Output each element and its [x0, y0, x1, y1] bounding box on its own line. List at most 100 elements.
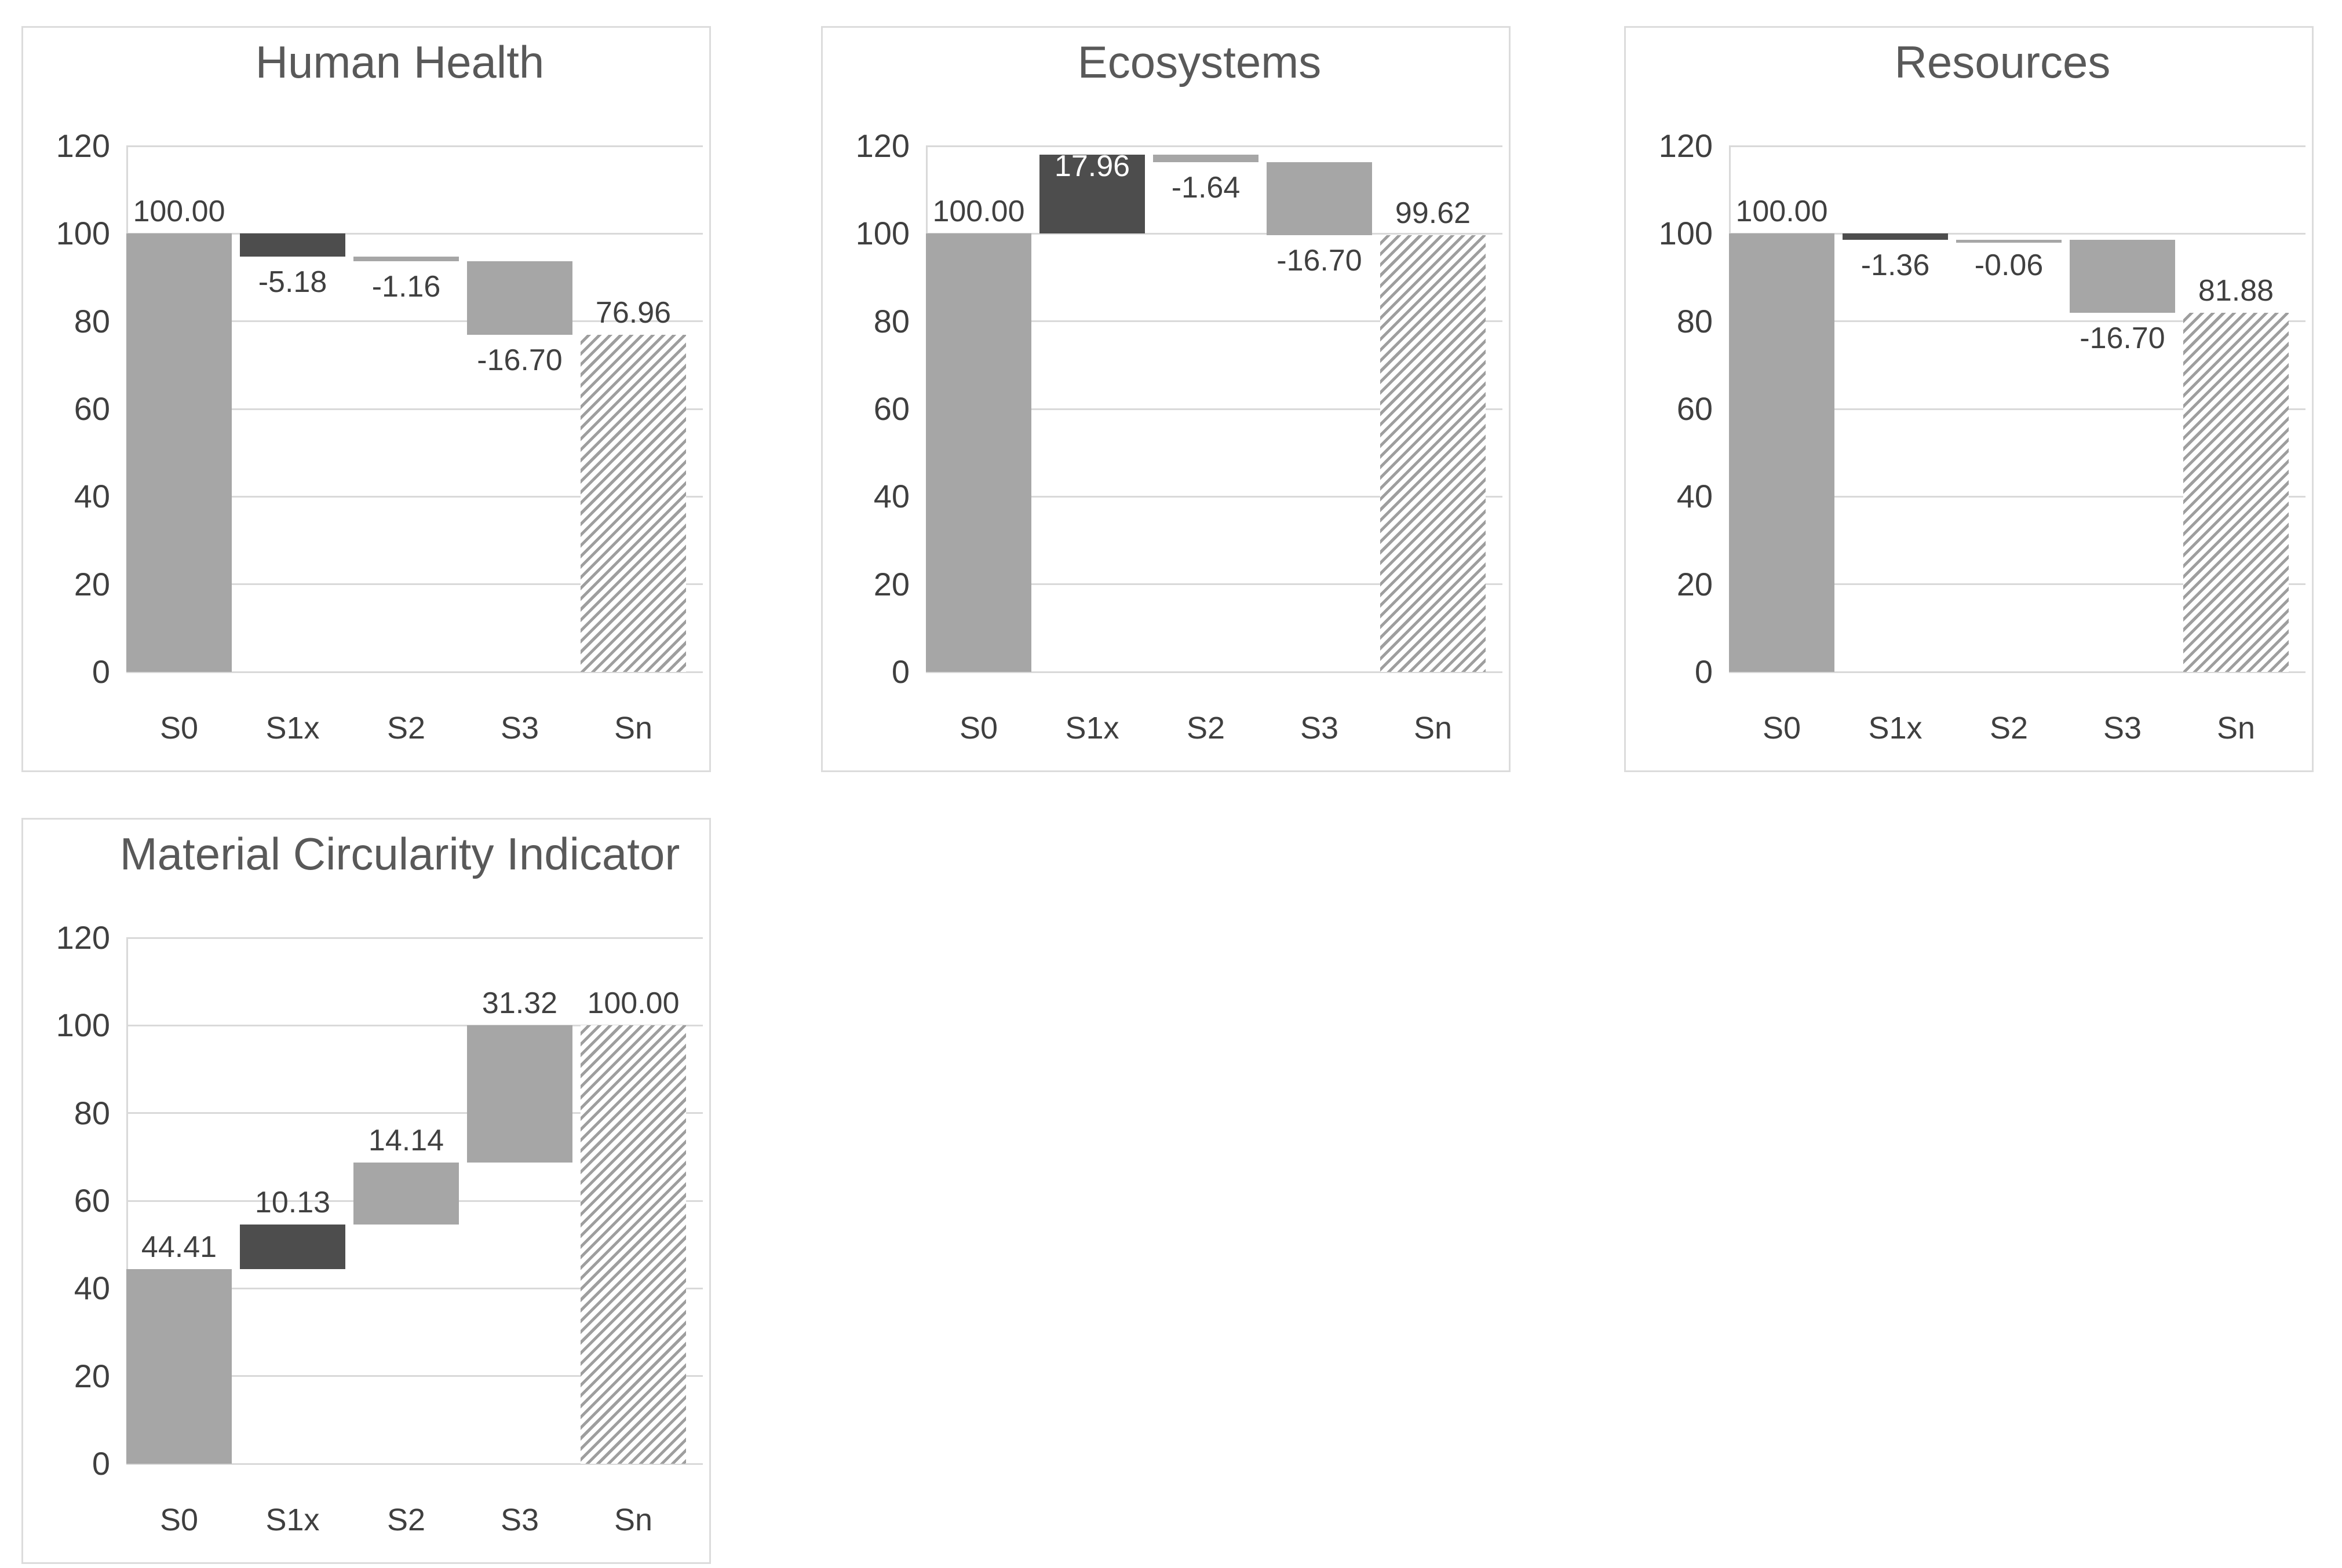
bar-S0 [126, 233, 232, 672]
y-axis-tick-label: 100 [855, 215, 910, 252]
y-axis-tick-label: 60 [1676, 390, 1713, 427]
waterfall-chart-ecosystems: Ecosystems 0 20 40 60 80 100 120 100.00 S0 17.96 S… [823, 28, 1509, 770]
y-axis-tick-label: 120 [56, 127, 110, 164]
bar-S0 [926, 233, 1031, 672]
chart-panel-material-circularity-indicator: Material Circularity Indicator 0 20 40 60 80… [21, 818, 711, 1564]
bar-S3 [467, 1025, 572, 1163]
gridline-y-100 [126, 232, 703, 235]
y-axis-tick-label: 40 [74, 1270, 110, 1307]
y-axis-tick-label: 80 [74, 1094, 110, 1131]
y-axis-tick-label: 0 [92, 653, 110, 690]
y-axis-tick-label: 20 [74, 1357, 110, 1394]
value-label-S0: 100.00 [932, 195, 1025, 229]
gridline-y-40 [126, 495, 703, 498]
gridline-y-60 [926, 408, 1502, 410]
chart-title: Resources [1894, 36, 2111, 87]
x-axis-label-S0: S0 [159, 711, 199, 745]
bar-S0 [1729, 233, 1834, 672]
chart-title: Material Circularity Indicator [119, 828, 680, 879]
bar-S2 [353, 256, 459, 262]
value-label-S0: 44.41 [141, 1230, 217, 1264]
y-axis-tick-label: 100 [56, 1007, 110, 1044]
x-axis-label-S0: S0 [1762, 711, 1801, 745]
x-axis-label-Sn: Sn [1413, 711, 1453, 745]
gridline-y-0 [926, 671, 1502, 673]
gridline-y-20 [126, 1375, 703, 1377]
x-axis-label-S1x: S1x [265, 1503, 320, 1537]
y-axis-tick-label: 40 [1676, 478, 1713, 515]
y-axis-tick-label: 20 [1676, 565, 1713, 602]
waterfall-chart-material-circularity-indicator: Material Circularity Indicator 0 20 40 60 80… [23, 820, 709, 1562]
chart-panel-resources: Resources 0 20 40 60 80 100 120 100.00 S0 -1.36 S1… [1624, 26, 2314, 772]
x-axis-label-S1x: S1x [265, 711, 320, 745]
bar-S1x: 17.96 [1039, 155, 1145, 234]
value-label-Sn: 76.96 [595, 295, 672, 330]
x-axis-label-S2: S2 [386, 711, 426, 745]
bar-S2 [353, 1163, 459, 1225]
x-axis-label-S2: S2 [1989, 711, 2029, 745]
y-axis-tick-label: 100 [56, 215, 110, 252]
value-label-S3: -16.70 [477, 343, 563, 377]
y-axis-line [126, 938, 128, 1464]
bar-Sn [581, 1025, 686, 1464]
x-axis-label-S3: S3 [2103, 711, 2142, 745]
y-axis-tick-label: 60 [74, 1182, 110, 1219]
value-label-S2: -1.16 [371, 270, 441, 304]
value-label-S3: 31.32 [481, 986, 558, 1021]
value-label-Sn: 99.62 [1395, 196, 1471, 231]
y-axis-tick-label: 60 [74, 390, 110, 427]
y-axis-tick-label: 120 [1658, 127, 1713, 164]
value-label-S1x: -1.36 [1861, 248, 1930, 282]
x-axis-label-S1x: S1x [1065, 711, 1119, 745]
gridline-y-40 [926, 495, 1502, 498]
chart-panel-ecosystems: Ecosystems 0 20 40 60 80 100 120 100.00 S0 17.96 S… [821, 26, 1511, 772]
gridline-y-120 [926, 145, 1502, 147]
y-axis-tick-label: 0 [891, 653, 910, 690]
bar-S3 [2070, 240, 2175, 313]
y-axis-tick-label: 40 [873, 478, 910, 515]
chart-title: Ecosystems [1077, 36, 1322, 87]
chart-title: Human Health [255, 36, 545, 87]
gridline-y-60 [1729, 408, 2305, 410]
gridline-y-40 [1729, 495, 2305, 498]
gridline-y-0 [126, 671, 703, 673]
y-axis-tick-label: 120 [56, 919, 110, 956]
y-axis-tick-label: 80 [1676, 302, 1713, 339]
gridline-y-80 [126, 1112, 703, 1114]
x-axis-label-S0: S0 [159, 1503, 199, 1537]
gridline-y-40 [126, 1287, 703, 1289]
gridline-y-80 [1729, 320, 2305, 323]
value-label-S3: -16.70 [2080, 321, 2165, 356]
x-axis-label-S3: S3 [1300, 711, 1339, 745]
value-label-S1x: 10.13 [254, 1186, 331, 1220]
gridline-y-120 [126, 145, 703, 147]
x-axis-label-S2: S2 [386, 1503, 426, 1537]
gridline-y-0 [126, 1463, 703, 1465]
bar-S2 [1153, 155, 1258, 162]
y-axis-tick-label: 80 [74, 302, 110, 339]
x-axis-label-Sn: Sn [614, 1503, 653, 1537]
x-axis-label-S0: S0 [959, 711, 998, 745]
gridline-y-80 [126, 320, 703, 323]
value-label-S0: 100.00 [1735, 195, 1828, 229]
value-label-S2: 14.14 [368, 1124, 444, 1158]
x-axis-label-S3: S3 [500, 1503, 539, 1537]
gridline-y-20 [1729, 583, 2305, 586]
y-axis-tick-label: 20 [74, 565, 110, 602]
x-axis-label-S1x: S1x [1868, 711, 1923, 745]
x-axis-label-Sn: Sn [2216, 711, 2256, 745]
value-label-S2: -0.06 [1974, 248, 2044, 283]
waterfall-chart-human-health: Human Health 0 20 40 60 80 100 120 100.00 S0 -5.1… [23, 28, 709, 770]
bar-Sn [2183, 313, 2289, 672]
value-label-Sn: 81.88 [2198, 274, 2274, 308]
value-label-Sn: 100.00 [587, 986, 680, 1021]
y-axis-tick-label: 120 [855, 127, 910, 164]
y-axis-tick-label: 80 [873, 302, 910, 339]
gridline-y-60 [126, 408, 703, 410]
y-axis-tick-label: 20 [873, 565, 910, 602]
y-axis-tick-label: 0 [1694, 653, 1713, 690]
bar-S3 [467, 261, 572, 335]
gridline-y-100 [126, 1024, 703, 1026]
gridline-y-0 [1729, 671, 2305, 673]
